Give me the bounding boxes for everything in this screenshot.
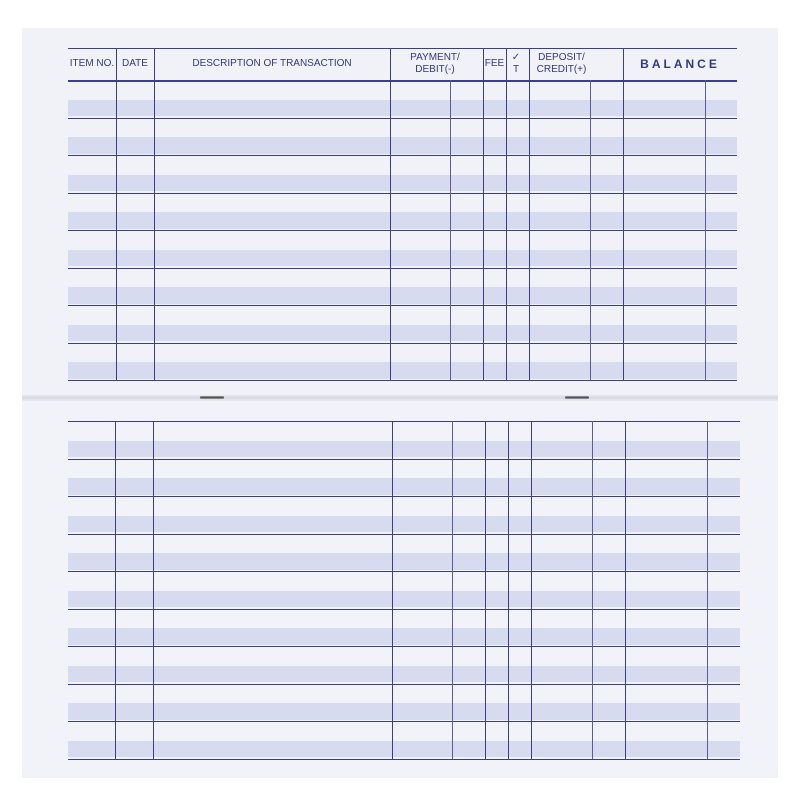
column-line [116,48,117,380]
column-line [392,421,393,759]
table-top-line [68,421,740,422]
row-shaded-band [68,665,740,683]
row-line [68,608,740,610]
column-line [625,421,626,759]
row-line [68,192,737,194]
row-line [68,646,740,647]
cents-divider-line [707,421,708,759]
page-fold [22,395,778,401]
header-date: DATE [122,58,148,69]
register-table-top: ITEM NO. DATE DESCRIPTION OF TRANSACTION… [68,48,737,381]
header-item-no: ITEM NO. [69,58,115,69]
row-shaded-band [68,628,740,645]
header-payment: PAYMENT/ DEBIT(-) [410,52,460,75]
cents-divider-line [705,80,706,380]
row-line [68,533,740,535]
column-line [623,48,624,380]
column-line [153,421,154,759]
row-line [68,458,740,460]
row-shaded-band [68,287,737,304]
column-line [154,48,155,380]
row-shaded-band [68,440,740,458]
register-table-bottom [68,421,740,760]
row-shaded-band [68,324,737,342]
row-shaded-band [68,515,740,533]
column-line [531,421,532,759]
row-shaded-band [68,137,737,154]
row-shaded-band [68,703,740,720]
row-shaded-band [68,212,737,229]
row-shaded-band [68,553,740,570]
column-line [483,48,484,380]
column-line [529,48,530,380]
header-check-t: ✓ T [511,52,521,75]
row-line [68,117,737,119]
row-line [68,342,737,344]
row-line [68,267,737,269]
row-line [68,155,737,156]
row-shaded-band [68,590,740,608]
column-line [506,48,507,380]
cents-divider-line [592,421,593,759]
row-line [68,305,737,306]
row-line [68,230,737,231]
row-shaded-band [68,174,737,192]
staple-left [200,396,224,399]
row-line [68,683,740,685]
row-shaded-band [68,478,740,495]
row-line [68,721,740,722]
row-shaded-band [68,249,737,267]
row-line [68,496,740,497]
header-bottom-line [68,80,737,82]
column-line [485,421,486,759]
row-shaded-band [68,740,740,758]
header-description: DESCRIPTION OF TRANSACTION [192,58,352,69]
row-shaded-band [68,362,737,379]
table-top-line [68,48,737,49]
row-shaded-band [68,99,737,117]
cents-divider-line [590,80,591,380]
header-balance: BALANCE [640,57,720,71]
row-line [68,758,740,760]
row-line [68,571,740,572]
cents-divider-line [450,80,451,380]
column-line [508,421,509,759]
cents-divider-line [452,421,453,759]
header-fee: FEE [484,58,505,69]
header-deposit: DEPOSIT/ CREDIT(+) [536,52,587,75]
column-line [115,421,116,759]
staple-right [565,396,589,399]
column-line [390,48,391,380]
row-line [68,380,737,381]
